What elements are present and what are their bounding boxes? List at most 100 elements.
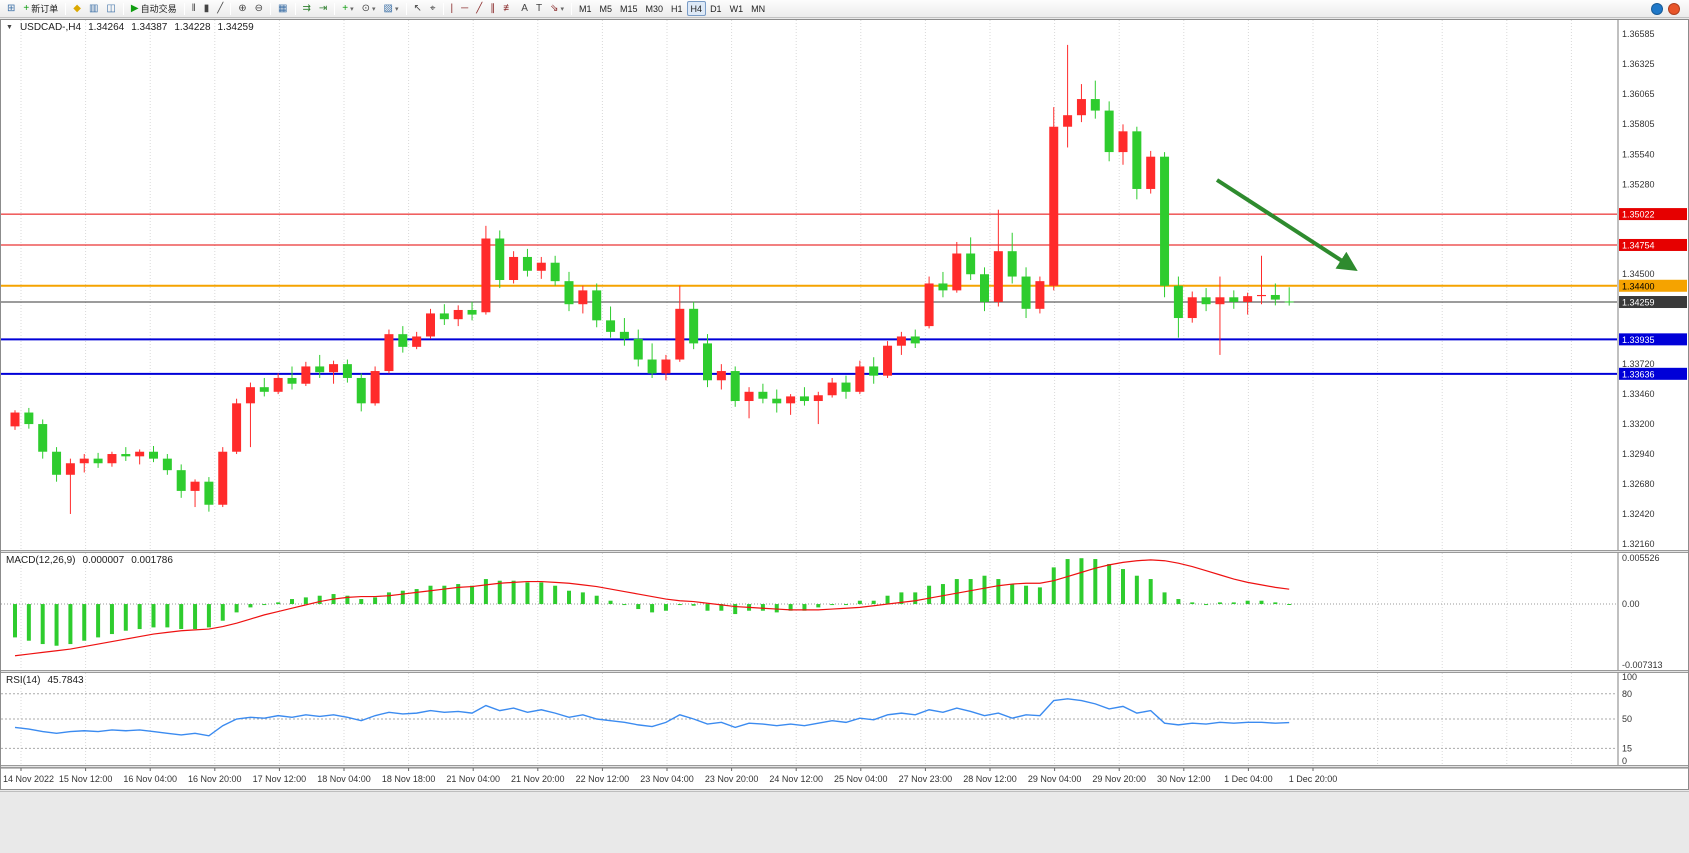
templates-button[interactable]: ▧ ▾ [380,1,403,16]
tf-h4-button[interactable]: H4 [686,1,707,16]
dropdown-caret-icon: ▾ [560,5,564,13]
svg-text:1.36065: 1.36065 [1622,89,1655,99]
auto-trading-button[interactable]: ▶ 自动交易 [127,1,181,16]
help-button[interactable] [1668,2,1680,15]
periods-button[interactable]: ⊙ ▾ [358,1,380,16]
data-window-button[interactable]: ◫ [102,1,119,16]
tf-d1-button[interactable]: D1 [706,1,726,16]
time-scale-area[interactable] [1,768,1688,789]
tf-mn-button-label: MN [751,3,766,14]
auto-trading-icon: ▶ [130,2,139,14]
time-label: 1 Dec 20:00 [1289,774,1338,784]
bar-chart-icon: ‖ [191,2,196,14]
trendline-icon: ╱ [476,2,483,14]
candle-chart-button[interactable]: ▮ [200,1,214,16]
price-badge-1.34259: 1.34259 [1619,296,1687,309]
line-chart-icon: ╱ [217,2,224,14]
panel-divider-rsi[interactable] [1,670,1688,673]
new-chart-icon: ⊞ [7,2,16,14]
text-label-button[interactable]: T [532,1,546,16]
svg-text:1.34400: 1.34400 [1622,281,1655,291]
svg-text:80: 80 [1622,689,1632,699]
svg-text:0.005526: 0.005526 [1622,553,1660,563]
price-scale-area[interactable] [1618,20,1688,768]
tf-m5-button-label: M5 [599,3,612,14]
horizontal-line-icon: ─ [461,2,469,14]
time-label: 16 Nov 04:00 [123,774,177,784]
macd-signal-line [14,559,1290,657]
tile-windows-button[interactable]: ▦ [274,1,291,16]
time-label: 25 Nov 04:00 [834,774,888,784]
tf-mn-button[interactable]: MN [747,1,769,16]
trendline-button[interactable]: ╱ [472,1,486,16]
bar-chart-button[interactable]: ‖ [188,1,200,16]
periods-icon: ⊙ [361,2,371,14]
time-label: 23 Nov 20:00 [705,774,759,784]
time-label: 29 Nov 20:00 [1092,774,1146,784]
new-chart-button[interactable]: ⊞ [3,1,19,16]
svg-text:50: 50 [1622,714,1632,724]
vertical-line-button[interactable]: | [447,1,458,16]
cursor-button[interactable]: ↖ [410,1,426,16]
zoom-out-button[interactable]: ⊖ [251,1,267,16]
line-chart-button[interactable]: ╱ [213,1,227,16]
svg-text:1.35280: 1.35280 [1622,179,1655,189]
svg-text:1.36325: 1.36325 [1622,59,1655,69]
rsi-line [14,698,1290,737]
time-label: 30 Nov 12:00 [1157,774,1211,784]
zoom-in-icon: ⊕ [238,2,247,14]
auto-scroll-button[interactable]: ⇉ [299,1,315,16]
svg-text:1.35805: 1.35805 [1622,119,1655,129]
new-order-button[interactable]: + 新订单 [19,1,62,16]
tf-m5-button[interactable]: M5 [595,1,616,16]
horizontal-line-button[interactable]: ─ [457,1,472,16]
panel-divider-timescale[interactable] [1,765,1688,768]
tf-m30-button[interactable]: M30 [642,1,668,16]
chart-shift-button[interactable]: ⇥ [315,1,331,16]
new-order-button-label: 新订单 [31,4,59,14]
svg-text:-0.007313: -0.007313 [1622,660,1663,670]
toolbar-separator [334,2,336,15]
time-label: 18 Nov 04:00 [317,774,371,784]
time-label: 28 Nov 12:00 [963,774,1017,784]
crosshair-button[interactable]: ⌖ [426,1,440,16]
mql5-community-button[interactable] [1651,2,1663,15]
toolbar-separator [270,2,272,15]
trend-arrow-annotation[interactable] [1215,178,1358,272]
svg-text:0: 0 [1622,756,1627,766]
arrows-button[interactable]: ⇘ ▾ [546,1,568,16]
data-window-icon: ◫ [106,2,116,14]
panel-divider-macd[interactable] [1,550,1688,553]
svg-text:1.34754: 1.34754 [1622,240,1655,250]
collapse-panel-icon[interactable]: ▼ [6,24,13,31]
tf-w1-button[interactable]: W1 [726,1,748,16]
tf-w1-button-label: W1 [729,3,744,14]
market-watch-button[interactable]: ▥ [85,1,102,16]
indicators-button[interactable]: + ▾ [338,1,357,16]
text-button[interactable]: A [517,1,532,16]
price-chart-plot-area[interactable] [1,20,1617,550]
toolbar: ⊞ + 新订单 ◆ ▥ ◫ ▶ 自动交易 ‖ ▮ ╱ ⊕ ⊖ ▦ ⇉ ⇥ + ▾ ⊙ ▾ ▧ ▾ ↖ ⌖ | ─ ╱ ∥ ≢ A T ⇘ ▾ M1… [0,0,1689,18]
macd-histogram [13,558,1292,646]
macd-plot-area[interactable] [1,553,1617,670]
metaeditor-button[interactable]: ◆ [69,1,85,16]
svg-text:1.36585: 1.36585 [1622,29,1655,39]
time-label: 24 Nov 12:00 [769,774,823,784]
rsi-plot-area[interactable] [1,673,1617,765]
svg-text:1.33460: 1.33460 [1622,389,1655,399]
auto-scroll-icon: ⇉ [302,2,311,14]
price-badge-1.34400: 1.34400 [1619,279,1687,292]
zoom-out-icon: ⊖ [254,2,264,14]
tf-m15-button[interactable]: M15 [616,1,642,16]
toolbar-separator [294,2,296,15]
channel-button[interactable]: ∥ [486,1,499,16]
svg-text:1.32680: 1.32680 [1622,479,1655,489]
price-scale-labels: 1.36585 1.36325 1.36065 1.35805 1.35540 1.352… [1622,29,1655,549]
tf-h1-button[interactable]: H1 [667,1,687,16]
svg-text:1.33935: 1.33935 [1622,335,1655,345]
tf-m1-button[interactable]: M1 [575,1,596,16]
fibonacci-button[interactable]: ≢ [499,1,517,16]
chart-canvas: 1.36585 1.36325 1.36065 1.35805 1.35540 1.352… [1,20,1688,789]
zoom-in-button[interactable]: ⊕ [234,1,250,16]
time-label: 1 Dec 04:00 [1224,774,1273,784]
